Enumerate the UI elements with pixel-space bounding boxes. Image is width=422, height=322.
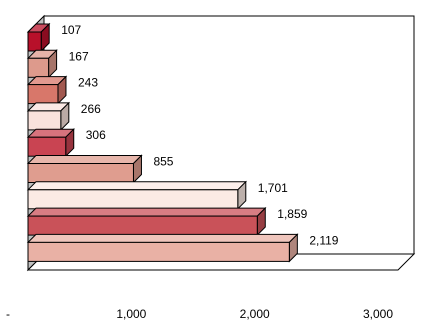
data-label: 243 [78, 76, 98, 90]
bar [26, 101, 71, 132]
x-tick-label: - [6, 307, 10, 321]
x-tick-label: 3,000 [363, 307, 393, 321]
x-tick-label: 1,000 [116, 307, 146, 321]
bar [26, 127, 75, 158]
data-label: 1,859 [277, 207, 307, 221]
data-label: 167 [69, 49, 89, 63]
bar-series [26, 22, 299, 263]
data-label: 2,119 [309, 233, 338, 247]
bar [26, 22, 51, 53]
x-axis: - 1,000 2,000 3,000 [6, 307, 393, 321]
bar [26, 233, 299, 263]
data-label: 855 [153, 155, 173, 169]
data-label: 266 [81, 102, 101, 116]
bar [26, 75, 68, 105]
x-tick-label: 2,000 [240, 307, 270, 321]
bar [26, 206, 267, 237]
data-label: 306 [86, 128, 106, 142]
data-label: 107 [61, 23, 81, 37]
data-label: 1,701 [258, 181, 288, 195]
bar [26, 49, 58, 79]
bar [26, 180, 247, 211]
bar [26, 154, 143, 184]
